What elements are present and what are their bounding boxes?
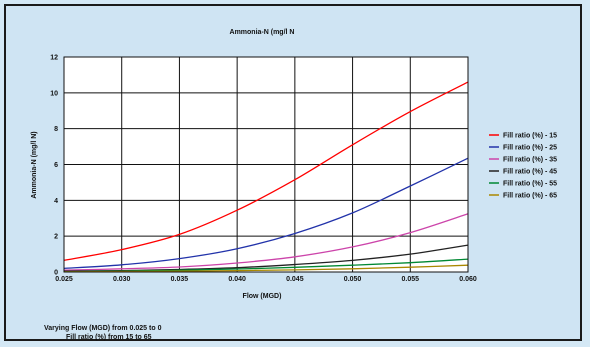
x-tick-label: 0.025: [55, 276, 73, 283]
y-tick-label: 6: [54, 162, 58, 169]
x-tick-label: 0.045: [286, 276, 304, 283]
y-tick-label: 2: [54, 234, 58, 241]
legend-label-2: Fill ratio (%) - 25: [503, 145, 557, 152]
plot-border: [63, 56, 469, 273]
tick-labels: 0.025 0.030 0.035 0.040 0.045 0.050 0.055 0.060…: [50, 55, 477, 284]
legend-label-1: Fill ratio (%) - 15: [503, 133, 557, 140]
x-tick-label: 0.030: [113, 276, 131, 283]
series-line-6: [63, 264, 469, 273]
y-axis-label: Ammonia-N (mg/l N): [31, 131, 38, 198]
x-tick-label: 0.050: [344, 276, 362, 283]
legend-label-6: Fill ratio (%) - 65: [503, 193, 557, 200]
legend-label-5: Fill ratio (%) - 55: [503, 181, 557, 188]
chart-frame: Ammonia-N (mg/l N Flow (MGD) Ammonia-N (…: [4, 4, 582, 341]
footer-line-1: Varying Flow (MGD) from 0.025 to 0: [44, 325, 162, 332]
series-line-2: [63, 157, 469, 270]
x-tick-label: 0.055: [402, 276, 420, 283]
footer-line-2: Fill ratio (%) from 15 to 65: [66, 334, 152, 341]
series-lines: [63, 81, 469, 273]
chart-title: Ammonia-N (mg/l N: [230, 29, 295, 36]
y-tick-label: 8: [54, 126, 58, 133]
footer-note: Varying Flow (MGD) from 0.025 to 0 Fill …: [44, 324, 161, 342]
x-tick-label: 0.040: [228, 276, 246, 283]
series-line-3: [63, 213, 469, 271]
legend: Fill ratio (%) - 15 Fill ratio (%) - 25 Fi…: [489, 133, 557, 200]
y-tick-label: 10: [50, 90, 58, 97]
x-axis-label: Flow (MGD): [243, 293, 282, 300]
y-tick-label: 4: [54, 198, 58, 205]
x-tick-label: 0.060: [459, 276, 477, 283]
legend-label-4: Fill ratio (%) - 45: [503, 169, 557, 176]
y-tick-label: 0: [54, 270, 58, 277]
y-tick-label: 12: [50, 55, 58, 62]
series-line-1: [63, 81, 469, 262]
x-tick-label: 0.035: [171, 276, 189, 283]
chart: Ammonia-N (mg/l N Flow (MGD) Ammonia-N (…: [31, 29, 557, 300]
legend-label-3: Fill ratio (%) - 35: [503, 157, 557, 164]
